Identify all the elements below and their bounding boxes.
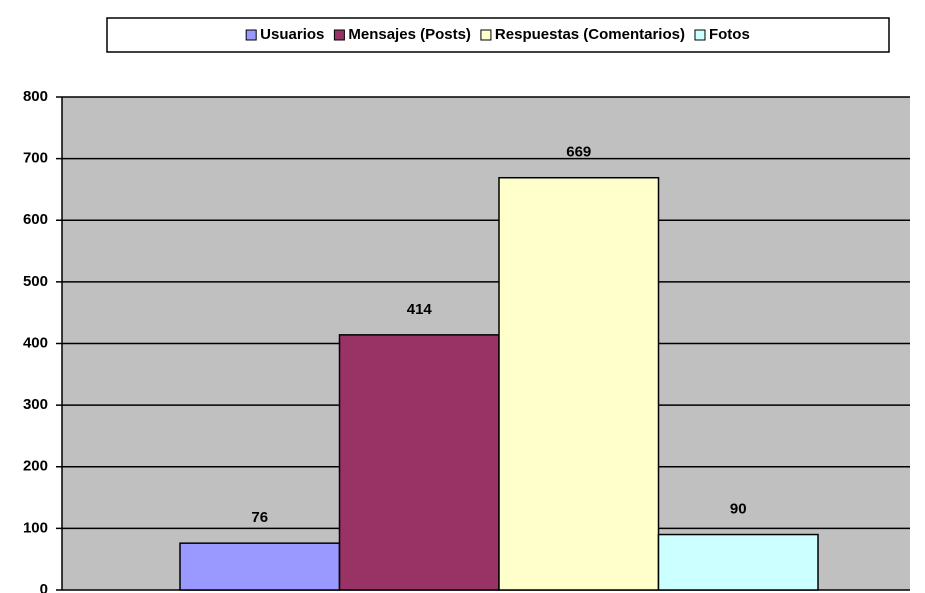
y-tick-label: 400 [23,334,48,351]
legend-box [106,17,890,53]
y-tick-label: 300 [23,396,48,413]
bar [179,542,341,591]
legend-swatch [333,29,345,41]
y-tick-label: 0 [40,581,48,593]
y-tick-label: 600 [23,211,48,228]
data-label: 76 [251,509,268,526]
y-tick-label: 500 [23,273,48,290]
y-tick-label: 100 [23,519,48,536]
legend-label: Fotos [709,26,750,43]
data-label: 669 [566,144,591,161]
bar [657,533,819,591]
legend-swatch [245,29,257,41]
bar [498,176,660,591]
legend-swatch [694,29,706,41]
y-tick-label: 700 [23,150,48,167]
legend-label: Mensajes (Posts) [348,26,471,43]
bar [338,334,500,591]
data-label: 414 [407,301,433,318]
legend-label: Respuestas (Comentarios) [495,26,685,43]
legend-label: Usuarios [260,26,324,43]
y-tick-label: 200 [23,458,48,475]
y-tick-label: 800 [23,88,48,105]
legend-swatch [480,29,492,41]
data-label: 90 [730,501,747,518]
